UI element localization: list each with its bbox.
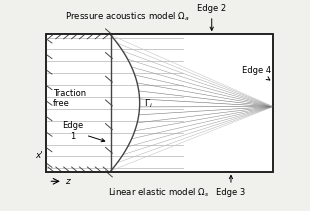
Text: Edge 3: Edge 3 bbox=[216, 175, 246, 197]
Text: x': x' bbox=[36, 151, 43, 160]
Text: Edge
1: Edge 1 bbox=[62, 121, 105, 142]
Bar bbox=[46, 34, 273, 172]
Text: z: z bbox=[65, 177, 70, 186]
Text: Edge 4: Edge 4 bbox=[242, 66, 271, 80]
Bar bbox=[46, 34, 273, 172]
Text: $\Gamma_i$: $\Gamma_i$ bbox=[144, 97, 153, 110]
Text: Traction
free: Traction free bbox=[53, 89, 86, 108]
Text: Linear elastic model $\Omega_s$: Linear elastic model $\Omega_s$ bbox=[108, 186, 210, 199]
Text: Pressure acoustics model $\Omega_a$: Pressure acoustics model $\Omega_a$ bbox=[65, 10, 190, 23]
Text: Edge 2: Edge 2 bbox=[197, 4, 226, 30]
